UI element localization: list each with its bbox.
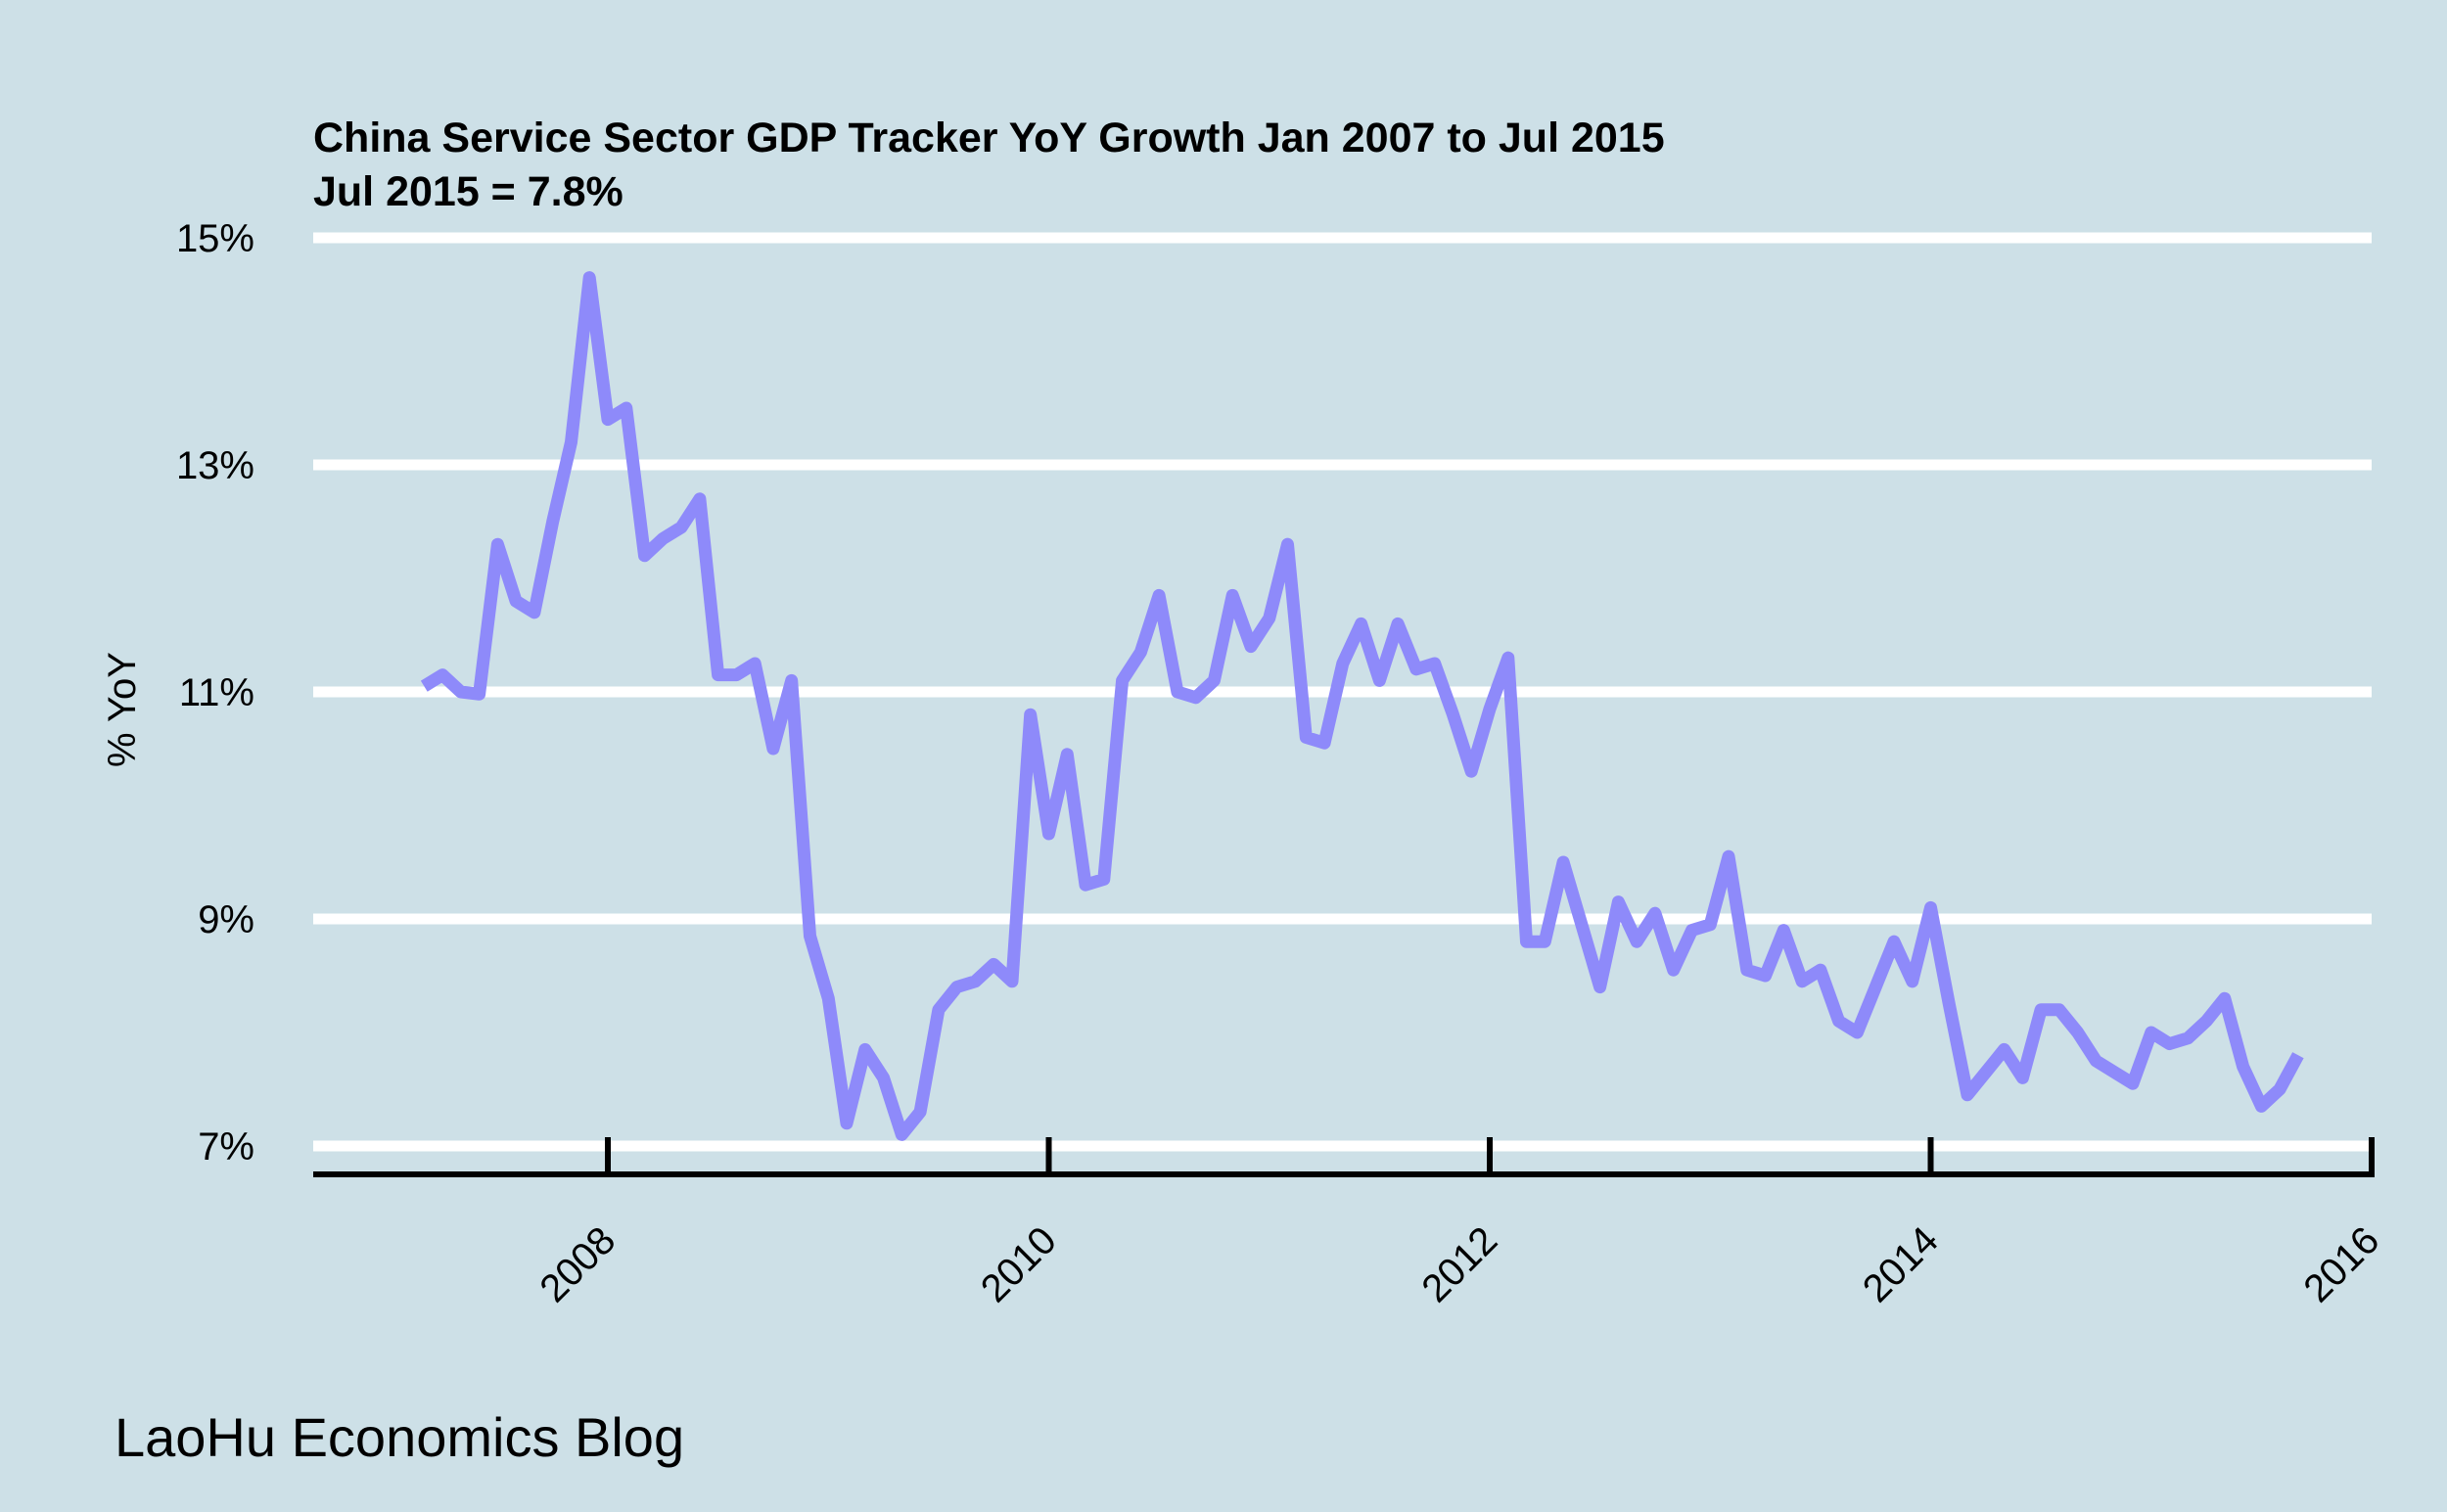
footer-caption: LaoHu Economics Blog xyxy=(115,1406,684,1468)
y-tick-label: 15% xyxy=(176,217,254,260)
x-tick-label: 2010 xyxy=(973,1218,1065,1310)
y-tick-label: 7% xyxy=(198,1125,254,1168)
x-tick-label: 2014 xyxy=(1855,1218,1947,1310)
y-axis-label: % YoY xyxy=(101,652,144,767)
series-line xyxy=(420,271,2304,1141)
x-tick-label: 2012 xyxy=(1413,1218,1505,1310)
y-tick-label: 13% xyxy=(176,444,254,487)
x-tick-label: 2016 xyxy=(2295,1218,2387,1310)
chart-title: China Service Sector GDP Tracker YoY Gro… xyxy=(313,115,1665,161)
x-tick-label: 2008 xyxy=(531,1218,623,1310)
y-axis-ticks: 7% 9% 11% 13% 15% xyxy=(176,217,254,1168)
chart-subtitle: Jul 2015 = 7.8% xyxy=(313,168,623,215)
y-tick-label: 11% xyxy=(179,671,254,714)
y-tick-label: 9% xyxy=(198,898,254,941)
x-axis-ticks: 2008 2010 2012 2014 2016 xyxy=(531,1137,2387,1310)
